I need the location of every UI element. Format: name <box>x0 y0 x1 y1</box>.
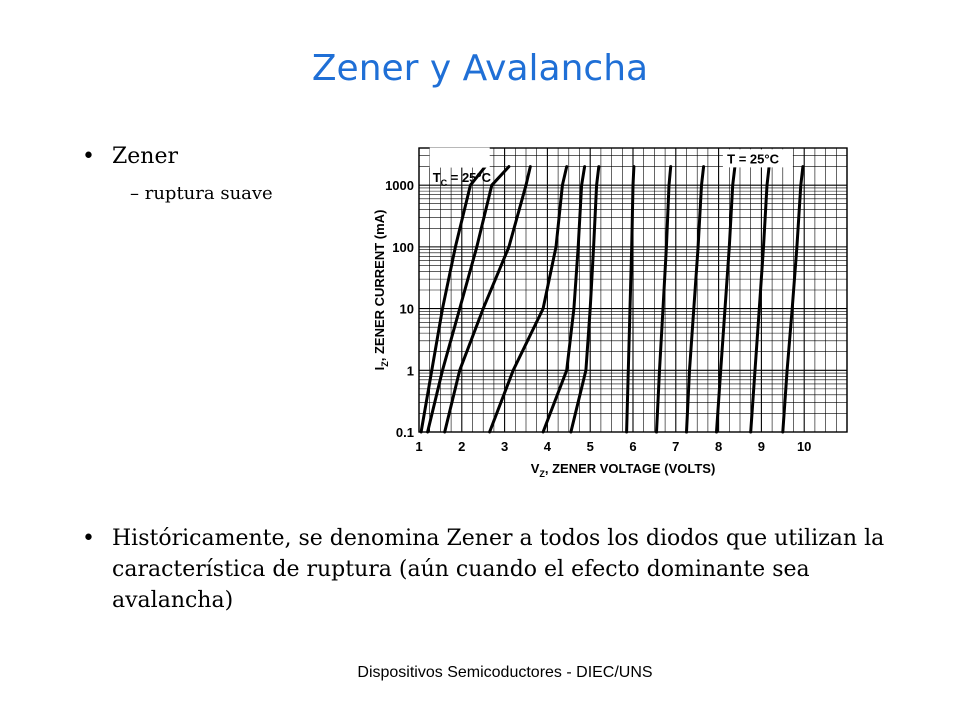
zener-curve <box>541 165 587 434</box>
y-tick-label: 1 <box>407 363 414 378</box>
annotation-background <box>429 147 490 168</box>
y-tick-label: 0.1 <box>396 425 414 440</box>
zener-curve <box>569 165 601 434</box>
x-tick-label: 8 <box>715 439 722 454</box>
zener-curve <box>419 165 487 434</box>
plot-frame <box>418 147 848 433</box>
y-tick-label: 1000 <box>385 178 414 193</box>
x-tick-label: 10 <box>797 439 811 454</box>
zener-curve <box>749 165 771 434</box>
zener-curve <box>426 165 511 434</box>
x-tick-label: 2 <box>458 439 465 454</box>
zener-curve <box>715 165 737 434</box>
footer: Dispositivos Semicoductores - DIEC/UNS <box>357 664 653 681</box>
y-tick-label: 10 <box>400 302 414 317</box>
zener-curve <box>685 165 706 434</box>
x-tick-label: 3 <box>501 439 508 454</box>
zener-curve <box>655 165 673 434</box>
x-tick-label: 7 <box>672 439 679 454</box>
chart-curves <box>419 165 805 434</box>
x-axis-label: VZ, ZENER VOLTAGE (VOLTS) <box>531 461 716 479</box>
x-tick-label: 5 <box>587 439 594 454</box>
y-tick-label: 100 <box>392 240 414 255</box>
x-tick-label: 6 <box>629 439 636 454</box>
zener-curve <box>488 165 569 434</box>
slide-title: Zener y Avalancha <box>311 48 649 89</box>
bullet-marker: • <box>82 144 95 169</box>
annotation-tc: TC = 25°C <box>433 170 492 188</box>
zener-curve <box>625 165 636 434</box>
x-tick-label: 4 <box>544 439 552 454</box>
zener-curve <box>443 165 532 434</box>
x-tick-label: 1 <box>415 439 422 454</box>
annotation-t: T = 25°C <box>727 151 779 166</box>
bullet-historicamente: • Históricamente, se denomina Zener a to… <box>82 523 922 616</box>
bullet-historicamente-text: Históricamente, se denomina Zener a todo… <box>112 526 885 613</box>
bullet-zener-text: Zener <box>112 144 179 169</box>
sub-bullet-ruptura-suave: – ruptura suave <box>130 183 273 204</box>
annotation-background <box>722 149 793 168</box>
x-tick-label: 9 <box>758 439 765 454</box>
zener-curve <box>781 165 805 434</box>
bullet-marker: • <box>82 526 95 551</box>
y-axis-label: IZ, ZENER CURRENT (mA) <box>372 210 390 371</box>
